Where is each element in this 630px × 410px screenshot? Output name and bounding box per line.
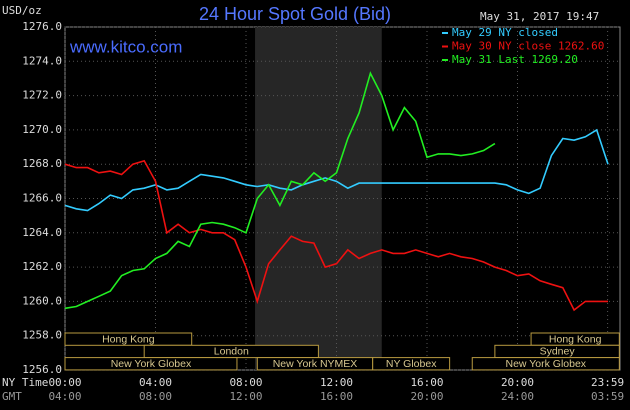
- session-label: London: [214, 346, 249, 358]
- session-label: New York Globex: [506, 358, 587, 370]
- session-label: Sydney: [540, 346, 576, 358]
- legend-label: May 31 Last 1269.20: [452, 53, 578, 66]
- y-tick-label: 1256.0: [22, 363, 62, 376]
- session-bar: [471, 357, 620, 371]
- y-tick-label: 1264.0: [22, 226, 62, 239]
- y-tick-label: 1262.0: [22, 260, 62, 273]
- session-label: Hong Kong: [102, 333, 155, 345]
- y-tick-label: 1276.0: [22, 20, 62, 33]
- x-row-label: NY Time: [2, 376, 48, 389]
- watermark: www.kitco.com: [69, 37, 182, 56]
- x-row-label: GMT: [2, 390, 22, 403]
- session-label: New York Globex: [111, 358, 192, 370]
- gmt-tick-label: 04:00: [48, 390, 81, 403]
- shaded-region: [255, 27, 382, 370]
- y-tick-label: 1266.0: [22, 192, 62, 205]
- x-tick-label: 08:00: [229, 376, 262, 389]
- legend-label: May 29 NY closed: [452, 26, 558, 39]
- gmt-tick-label: 03:59: [591, 390, 624, 403]
- gmt-tick-label: 16:00: [320, 390, 353, 403]
- chart-title: 24 Hour Spot Gold (Bid): [199, 4, 391, 24]
- gmt-tick-label: 08:00: [139, 390, 172, 403]
- y-tick-label: 1258.0: [22, 329, 62, 342]
- session-label: NY Globex: [386, 358, 437, 370]
- session-bar: [64, 332, 193, 346]
- x-tick-label: 23:59: [591, 376, 624, 389]
- session-label: Hong Kong: [549, 333, 602, 345]
- timestamp: May 31, 2017 19:47: [480, 10, 599, 23]
- x-tick-label: 12:00: [320, 376, 353, 389]
- y-tick-label: 1268.0: [22, 157, 62, 170]
- gmt-tick-label: 24:00: [501, 390, 534, 403]
- series-line: [64, 71, 496, 310]
- session-label: New York NYMEX: [273, 358, 358, 370]
- y-tick-label: 1260.0: [22, 294, 62, 307]
- gmt-tick-label: 20:00: [410, 390, 443, 403]
- x-tick-label: 16:00: [410, 376, 443, 389]
- y-tick-label: 1270.0: [22, 123, 62, 136]
- session-bar: [64, 357, 238, 371]
- y-tick-label: 1272.0: [22, 89, 62, 102]
- gmt-tick-label: 12:00: [229, 390, 262, 403]
- y-axis-label: USD/oz: [2, 4, 42, 17]
- legend-label: May 30 NY close 1262.60: [452, 40, 604, 53]
- x-tick-label: 04:00: [139, 376, 172, 389]
- session-bar: [372, 357, 451, 371]
- series-line: [64, 159, 608, 312]
- y-tick-label: 1274.0: [22, 54, 62, 67]
- x-tick-label: 00:00: [48, 376, 81, 389]
- x-tick-label: 20:00: [501, 376, 534, 389]
